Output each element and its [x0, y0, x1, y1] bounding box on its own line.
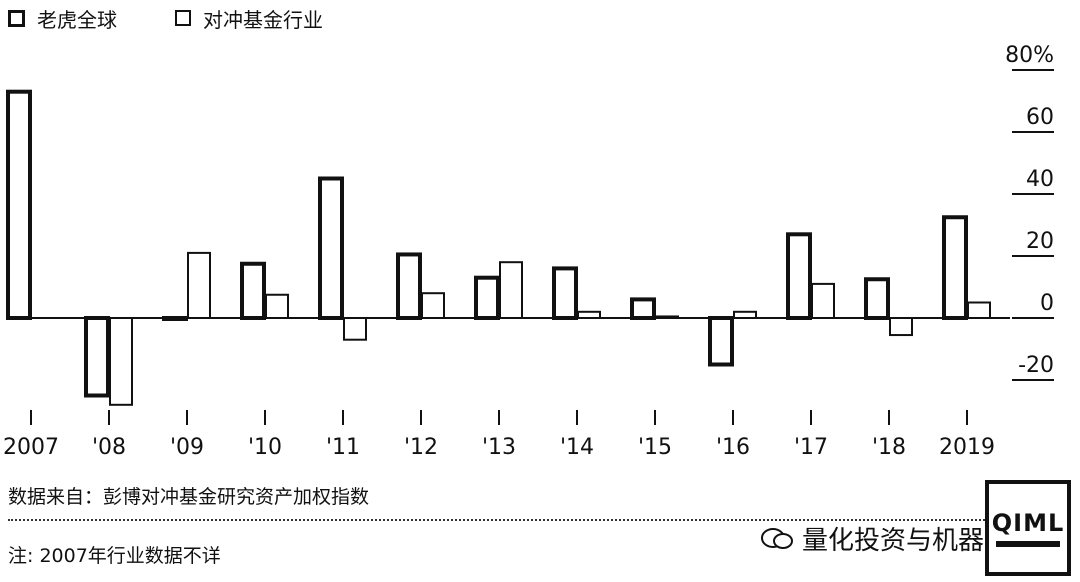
y-tick-label: 0 — [1040, 291, 1054, 316]
x-tick-label: '10 — [248, 435, 282, 460]
dotted-divider — [8, 519, 985, 521]
bar-tiger-global — [318, 176, 344, 320]
legend-label: 对冲基金行业 — [203, 7, 323, 32]
bar-hedge-fund-industry — [499, 261, 523, 320]
bar-tiger-global — [396, 252, 422, 320]
legend-item-industry: 对冲基金行业 — [175, 4, 323, 33]
logo-bar — [996, 541, 1060, 547]
bar-tiger-global — [474, 275, 500, 321]
x-tick-label: '17 — [794, 435, 828, 460]
chart-legend: 老虎全球 对冲基金行业 — [8, 4, 381, 32]
legend-item-tiger: 老虎全球 — [8, 4, 117, 33]
bar-hedge-fund-industry — [967, 301, 991, 319]
bar-hedge-fund-industry — [811, 282, 835, 319]
note-text: 注: 2007年行业数据不详 — [8, 545, 221, 567]
x-tick-label: '18 — [872, 435, 906, 460]
bar-hedge-fund-industry — [733, 310, 757, 319]
qiml-logo: QIML — [985, 480, 1071, 576]
legend-swatch-thick — [8, 9, 25, 27]
legend-swatch-thin — [175, 10, 191, 26]
x-tick-label: '15 — [638, 435, 672, 460]
x-tick-label: '11 — [326, 435, 360, 460]
bar-tiger-global — [864, 277, 890, 320]
bar-tiger-global — [630, 297, 656, 320]
x-tick-label: '09 — [170, 435, 204, 460]
bar-tiger-global — [84, 316, 110, 398]
y-tick-label: 80% — [1005, 43, 1054, 68]
x-tick-label: '14 — [560, 435, 594, 460]
legend-label: 老虎全球 — [37, 7, 117, 32]
bar-tiger-global — [162, 316, 188, 321]
bar-hedge-fund-industry — [343, 317, 367, 341]
bar-tiger-global — [6, 89, 32, 320]
x-tick-label: '12 — [404, 435, 438, 460]
source-text: 数据来自：彭博对冲基金研究资产加权指数 — [8, 486, 370, 508]
y-tick-label: 20 — [1026, 229, 1054, 254]
bar-hedge-fund-industry — [187, 251, 211, 319]
bar-tiger-global — [942, 215, 968, 320]
bar-hedge-fund-industry — [421, 292, 445, 320]
x-tick-label: '08 — [92, 435, 126, 460]
bar-tiger-global — [786, 232, 812, 320]
y-tick-label: 40 — [1026, 167, 1054, 192]
bar-hedge-fund-industry — [655, 315, 679, 320]
logo-text: QIML — [991, 509, 1065, 537]
bar-hedge-fund-industry — [265, 293, 289, 319]
x-tick-label: 2019 — [939, 435, 995, 460]
bar-tiger-global — [240, 261, 266, 320]
bar-tiger-global — [552, 266, 578, 320]
bar-hedge-fund-industry — [109, 317, 133, 406]
bar-tiger-global — [708, 316, 734, 367]
x-tick-label: '13 — [482, 435, 516, 460]
bar-hedge-fund-industry — [889, 317, 913, 337]
x-tick-label: 2007 — [3, 435, 59, 460]
bar-chart: -20 0 20 40 60 80% 2007 '08 '09 '10 '11 '12 '13 '14 '1… — [3, 43, 1054, 460]
y-tick-label: 60 — [1026, 105, 1054, 130]
bar-hedge-fund-industry — [577, 310, 601, 319]
wechat-icon — [761, 527, 793, 549]
x-tick-label: '16 — [716, 435, 750, 460]
y-tick-label: -20 — [1018, 353, 1054, 378]
